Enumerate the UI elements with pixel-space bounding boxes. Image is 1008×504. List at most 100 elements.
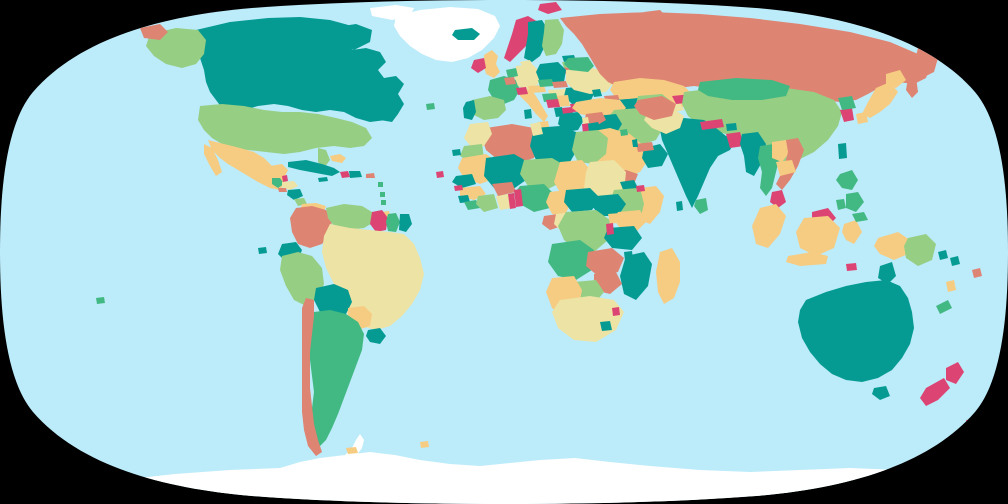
sweden xyxy=(524,20,548,62)
chile xyxy=(302,298,322,456)
germany xyxy=(514,64,540,90)
central-african-rep xyxy=(564,188,600,212)
kyushu xyxy=(856,112,868,124)
region-greenland xyxy=(370,5,500,62)
angola xyxy=(548,240,594,280)
new-zealand-south xyxy=(920,378,950,406)
nepal xyxy=(700,119,724,130)
region-asia xyxy=(634,70,906,214)
greenland-landmass xyxy=(394,7,500,62)
lebanon xyxy=(582,117,589,124)
indonesia-papua xyxy=(874,232,910,260)
benin xyxy=(514,189,523,207)
azores xyxy=(426,103,435,110)
region-africa xyxy=(452,122,680,342)
burkina-faso xyxy=(492,182,516,196)
victoria-island xyxy=(266,22,310,40)
region-central-america xyxy=(272,175,326,211)
venezuela xyxy=(326,204,374,230)
papua-new-guinea xyxy=(904,234,936,266)
south-georgia xyxy=(420,441,429,448)
hokkaido xyxy=(886,70,906,88)
netherlands xyxy=(506,68,518,78)
ivory-coast xyxy=(476,194,498,212)
sierra-leone xyxy=(458,195,470,203)
north-macedonia xyxy=(562,107,573,114)
indonesia-borneo xyxy=(796,216,840,256)
mongolia xyxy=(698,78,790,100)
canary-islands xyxy=(452,149,461,156)
florida-peninsula xyxy=(318,148,330,168)
region-caribbean xyxy=(288,154,390,217)
honduras xyxy=(282,181,298,190)
sri-lanka xyxy=(694,198,708,214)
greece xyxy=(558,112,584,132)
malaysia-peninsula xyxy=(770,190,786,208)
baffin-island xyxy=(328,24,372,50)
togo xyxy=(508,193,516,209)
austria xyxy=(528,85,546,93)
laos xyxy=(772,140,790,162)
italy xyxy=(520,88,548,122)
united-states-landmass xyxy=(198,104,372,154)
india-landmass xyxy=(660,118,736,208)
sakhalin xyxy=(906,77,918,98)
chukotka-salmon xyxy=(140,24,168,40)
french-guiana xyxy=(399,214,412,232)
uae xyxy=(636,142,654,152)
egypt xyxy=(572,130,608,164)
algeria xyxy=(482,124,540,164)
slovakia xyxy=(552,81,568,88)
sardinia xyxy=(524,109,532,119)
tasmania xyxy=(872,386,890,400)
belarus xyxy=(564,57,594,72)
libya xyxy=(530,126,578,166)
guyana xyxy=(370,210,388,232)
kenya xyxy=(614,210,646,232)
zambia xyxy=(586,248,624,276)
senegal xyxy=(452,174,476,188)
argentina xyxy=(308,310,364,448)
dominican-republic xyxy=(349,171,362,178)
suriname xyxy=(386,213,400,232)
lesser-antilles xyxy=(378,182,386,205)
cape-york xyxy=(878,262,896,284)
bhutan xyxy=(726,123,737,131)
south-sudan xyxy=(592,194,626,216)
ireland xyxy=(471,58,486,73)
bolivia xyxy=(314,284,352,318)
region-south-america xyxy=(278,204,424,456)
galapagos xyxy=(258,247,267,254)
belgium xyxy=(504,77,516,85)
djibouti xyxy=(636,185,645,192)
afghanistan xyxy=(634,96,676,120)
novaya-zemlya xyxy=(644,10,668,24)
iceland xyxy=(452,28,480,40)
falkland-islands xyxy=(346,447,358,454)
nicaragua xyxy=(287,189,303,200)
australia-landmass xyxy=(798,280,914,382)
syria xyxy=(584,112,606,126)
china-landmass xyxy=(682,86,842,162)
portugal xyxy=(463,100,476,120)
antarctica-landmass xyxy=(0,452,1008,504)
fiji-vanuatu xyxy=(946,280,956,292)
yucatan-peninsula xyxy=(270,164,288,178)
baja-california xyxy=(204,144,222,176)
guinea-bissau xyxy=(454,185,463,191)
liberia xyxy=(464,200,480,210)
kuwait xyxy=(620,129,628,136)
mexico-landmass xyxy=(208,140,286,190)
region-north-america xyxy=(140,17,404,190)
lesotho xyxy=(600,321,612,331)
somalia xyxy=(640,186,664,224)
maldives xyxy=(676,201,683,211)
bangladesh xyxy=(726,132,744,148)
mozambique xyxy=(620,252,652,300)
indonesia-sumatra xyxy=(752,204,786,248)
rwanda-burundi xyxy=(606,223,614,235)
ghana xyxy=(496,194,512,210)
uruguay xyxy=(366,328,386,344)
